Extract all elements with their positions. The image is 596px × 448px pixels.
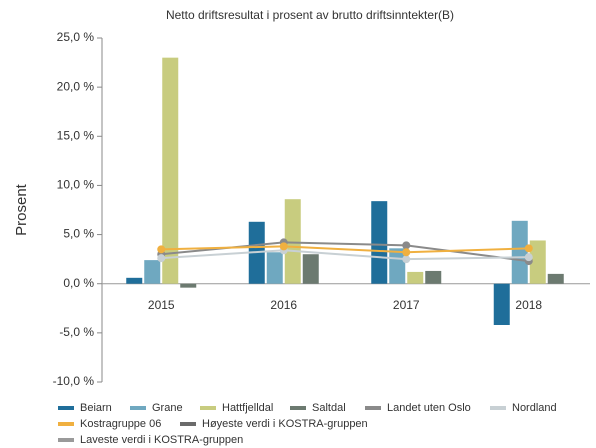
bar (266, 252, 283, 284)
y-tick-label: -10,0 % (53, 374, 95, 388)
bar (547, 273, 564, 284)
bar (371, 201, 388, 284)
legend-label: Nordland (512, 402, 557, 414)
x-tick-label: 2016 (270, 298, 297, 312)
y-tick-label: 25,0 % (57, 30, 95, 44)
line (161, 249, 529, 261)
y-tick-label: -5,0 % (59, 325, 94, 339)
legend-swatch (58, 438, 74, 442)
legend-label: Saltdal (312, 402, 346, 414)
y-tick-label: 10,0 % (57, 178, 95, 192)
line-marker (524, 253, 533, 262)
x-tick-label: 2018 (515, 298, 542, 312)
bar (126, 277, 143, 284)
legend-label: Landet uten Oslo (387, 402, 471, 414)
y-tick-label: 0,0 % (63, 276, 94, 290)
legend-swatch (365, 406, 381, 410)
x-tick-label: 2017 (393, 298, 420, 312)
chart-title: Netto driftsresultat i prosent av brutto… (166, 8, 454, 22)
legend-swatch (490, 406, 506, 410)
line-marker (157, 245, 166, 254)
bar (425, 270, 442, 284)
bar (144, 260, 161, 284)
bar (511, 220, 528, 284)
legend-label: Grane (152, 402, 183, 414)
legend-label: Laveste verdi i KOSTRA-gruppen (80, 434, 243, 446)
legend-swatch (200, 406, 216, 410)
y-tick-label: 5,0 % (63, 227, 94, 241)
legend-swatch (180, 422, 196, 426)
bar (302, 254, 319, 284)
legend-label: Beiarn (80, 402, 112, 414)
legend-swatch (58, 406, 74, 410)
line-marker (402, 241, 411, 250)
line-marker (402, 255, 411, 264)
line-marker (402, 248, 411, 257)
bar (162, 57, 179, 284)
bar (389, 248, 406, 284)
y-tick-label: 20,0 % (57, 79, 95, 93)
x-tick-label: 2015 (148, 298, 175, 312)
legend-swatch (290, 406, 306, 410)
bar (493, 283, 510, 325)
line-marker (279, 242, 288, 251)
line-marker (524, 244, 533, 253)
legend-label: Høyeste verdi i KOSTRA-gruppen (202, 418, 368, 430)
bar (407, 271, 424, 284)
line-marker (157, 254, 166, 263)
legend-swatch (58, 422, 74, 426)
y-tick-label: 15,0 % (57, 128, 95, 142)
bar (284, 199, 301, 284)
legend-label: Kostragruppe 06 (80, 418, 161, 430)
bar (180, 283, 197, 288)
y-axis-label: Prosent (13, 183, 30, 236)
bar (529, 240, 546, 284)
legend-label: Hattfjelldal (222, 402, 273, 414)
line (161, 245, 529, 254)
legend-swatch (130, 406, 146, 410)
